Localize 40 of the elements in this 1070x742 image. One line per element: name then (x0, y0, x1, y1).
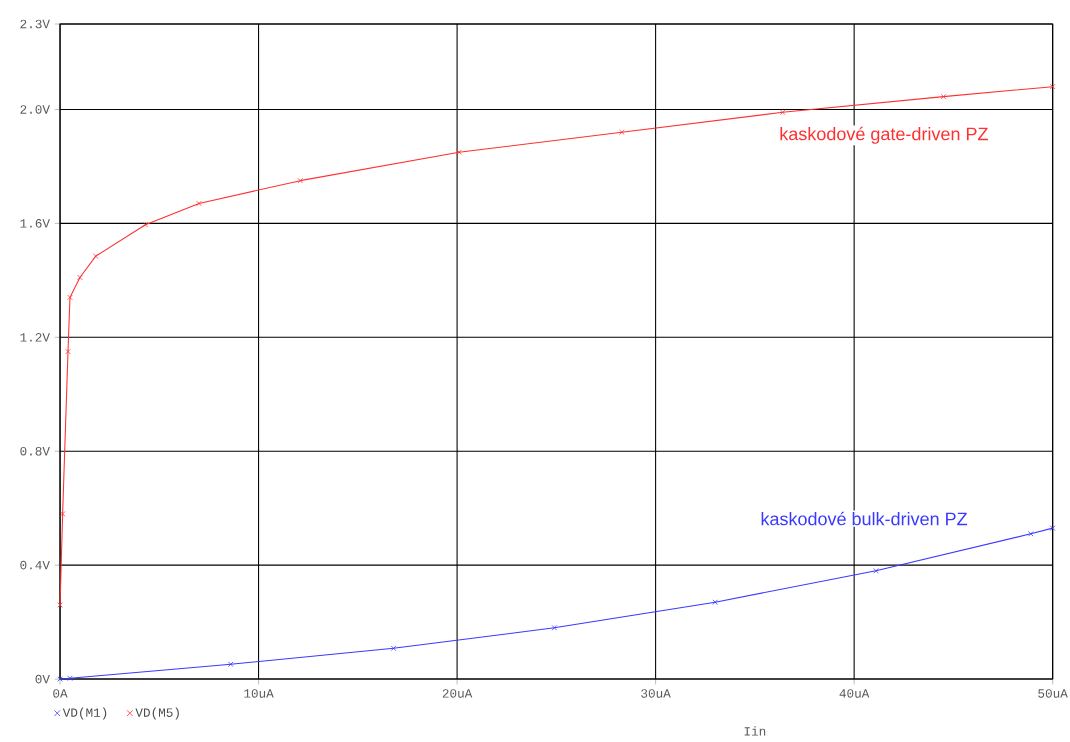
point (77, 274, 83, 281)
legend-label: VD(M1) (62, 707, 107, 720)
y-tick-label: 0.4V (20, 560, 50, 570)
y-tick-label: 0.8V (20, 447, 50, 456)
point (551, 625, 558, 631)
point (712, 599, 718, 606)
point (390, 645, 397, 652)
x-tick-label: 10uA (244, 689, 274, 698)
annotation: kaskodové bulk-driven PZ (761, 511, 968, 526)
point (65, 348, 71, 355)
x-tick-label: 50uA (1038, 689, 1068, 698)
y-tick-label: 1.2V (20, 333, 50, 342)
x-tick-label: 30uA (641, 689, 671, 698)
x-tick-label: 40uA (839, 689, 870, 698)
x-axis-title: Iin (744, 726, 766, 736)
point (228, 661, 234, 668)
point (93, 253, 99, 259)
legend-label: VD(M5) (135, 707, 179, 720)
point (59, 511, 66, 517)
point (142, 222, 149, 228)
point (619, 129, 625, 136)
point (196, 200, 202, 207)
point (1049, 525, 1056, 531)
point (940, 93, 947, 100)
point (779, 109, 786, 116)
y-tick-label: 2.3V (20, 19, 50, 29)
y-tick-label: 2.0V (20, 105, 50, 114)
point (67, 294, 73, 301)
point (456, 149, 462, 156)
x-tick-label: 20uA (442, 689, 473, 698)
point (297, 178, 304, 184)
y-tick-label: 0V (35, 674, 50, 684)
y-tick-label: 1.6V (20, 219, 50, 228)
point (1049, 84, 1056, 90)
x-tick-label: 0A (53, 689, 68, 698)
point (57, 676, 63, 682)
point (1028, 531, 1034, 537)
point (873, 568, 879, 574)
annotation: kaskodové gate-driven PZ (780, 126, 988, 144)
point (67, 675, 73, 682)
